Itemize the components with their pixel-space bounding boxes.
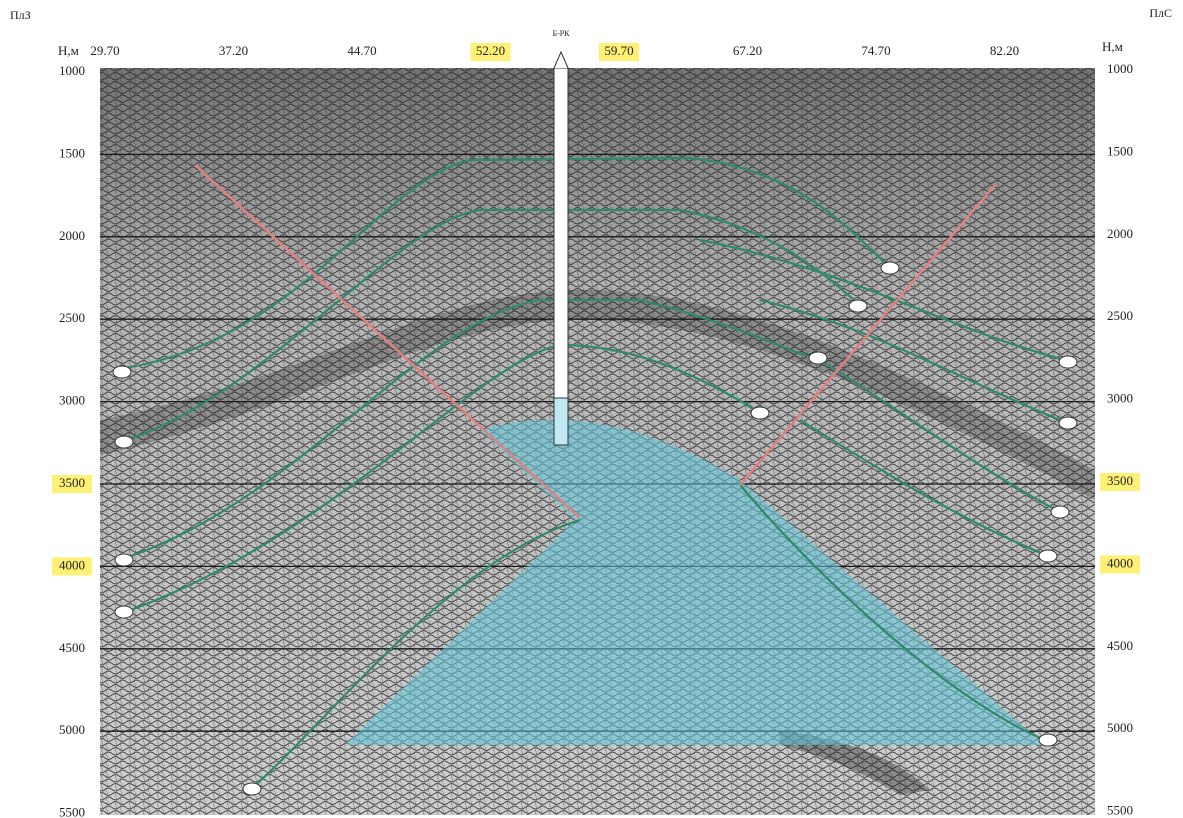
corner-right: ПлС [1149,6,1172,20]
seismic-section: Б-РК ПлЗ ПлС Н,м Н,м 29.70 37.20 44.70 52.2… [0,0,1183,818]
depth-tick-label-right: 5000 [1107,720,1133,735]
depth-tick-label-left: 3000 [59,393,85,408]
depth-tick-label-left: 4500 [59,640,85,655]
depth-tick-label-left: 4000 [59,557,85,572]
depth-tick-label-right: 2000 [1107,226,1133,241]
top-tick-label: 29.70 [90,43,119,58]
top-tick-label: 59.70 [604,43,633,58]
depth-tick-label-right: 5500 [1107,803,1133,818]
depth-tick-label-right: 4000 [1107,555,1133,570]
depth-tick-label-right: 3000 [1107,391,1133,406]
depth-tick-label-left: 5000 [59,722,85,737]
top-tick-label: 52.20 [476,43,505,58]
depth-tick-label-right: 1000 [1107,61,1133,76]
top-tick-label: 37.20 [219,43,248,58]
top-tick-label: 44.70 [347,43,376,58]
depth-tick-label-right: 3500 [1107,473,1133,488]
depth-tick-label-right: 1500 [1107,143,1133,158]
top-tick-label: 67.20 [733,43,762,58]
top-tick-label: 82.20 [990,43,1019,58]
depth-tick-label-left: 1500 [59,145,85,160]
depth-tick-label-left: 3500 [59,475,85,490]
corner-left: ПлЗ [10,8,31,22]
depth-tick-label-right: 2500 [1107,308,1133,323]
depth-tick-label-left: 2500 [59,310,85,325]
top-axis-label-right: Н,м [1102,39,1123,54]
well-label: Б-РК [552,29,570,38]
depth-tick-label-right: 4500 [1107,638,1133,653]
top-tick-label: 74.70 [861,43,890,58]
depth-tick-label-left: 2000 [59,228,85,243]
well: Б-РК [552,29,570,445]
top-axis-label-left: Н,м [58,43,79,58]
depth-tick-label-left: 5500 [59,805,85,818]
depth-tick-label-left: 1000 [59,63,85,78]
